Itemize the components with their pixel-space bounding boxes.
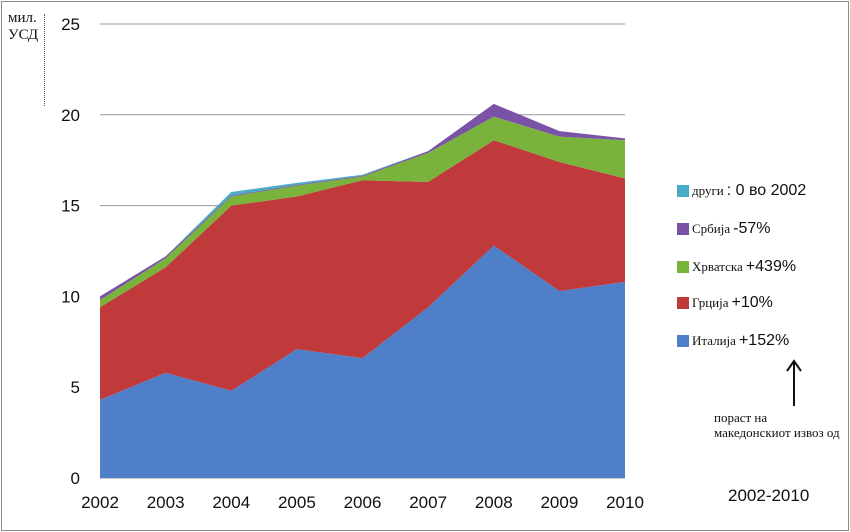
area-series-0 [100,245,625,478]
x-tick-label-2010: 2010 [606,493,644,512]
legend-label-drugi: други [692,183,724,198]
x-tick-label-2007: 2007 [409,493,447,512]
up-arrow-icon [784,358,804,408]
x-tick-label-2008: 2008 [475,493,513,512]
y-tick-label-25: 25 [61,15,80,34]
legend-swatch-italija [677,335,689,347]
legend-label-italija: Италија [692,333,736,348]
legend-item-hrvatska: Хрватска +439% [677,256,796,278]
x-tick-label-2002: 2002 [81,493,119,512]
legend-swatch-hrvatska [677,261,689,273]
x-tick-label-2006: 2006 [344,493,382,512]
legend-change-italija: +152% [738,332,790,349]
legend-change-hrvatska: +439% [745,258,797,275]
y-axis-unit-label: мил. УСД [8,10,39,43]
legend-change-grcija: +10% [731,294,773,311]
legend-change-drugi: : 0 во 2002 [726,182,807,199]
y-tick-label-15: 15 [61,197,80,216]
area-series-1 [100,140,625,400]
x-tick-label-2005: 2005 [278,493,316,512]
y-tick-label-10: 10 [61,287,80,306]
legend-item-italija: Италија +152% [677,330,789,352]
legend-change-srbija: -57% [733,220,771,237]
y-tick-label-20: 20 [61,106,80,125]
unit-label-dotted-line [44,14,45,106]
y-tick-label-0: 0 [71,469,80,488]
x-tick-label-2009: 2009 [540,493,578,512]
growth-note: пораст на македонскиот извоз од [714,410,840,440]
legend-swatch-grcija [677,297,689,309]
legend-item-grcija: Грција +10% [677,292,773,314]
legend-item-srbija: Србија -57% [677,218,770,240]
period-label: 2002-2010 [728,486,810,505]
y-tick-label-5: 5 [71,378,80,397]
legend-label-srbija: Србија [692,221,731,236]
legend-item-drugi: други : 0 во 2002 [677,180,806,202]
legend-swatch-srbija [677,223,689,235]
x-tick-label-2003: 2003 [147,493,185,512]
legend-label-hrvatska: Хрватска [692,259,743,274]
legend-swatch-drugi [677,185,689,197]
legend-label-grcija: Грција [692,295,729,310]
x-tick-label-2004: 2004 [212,493,250,512]
